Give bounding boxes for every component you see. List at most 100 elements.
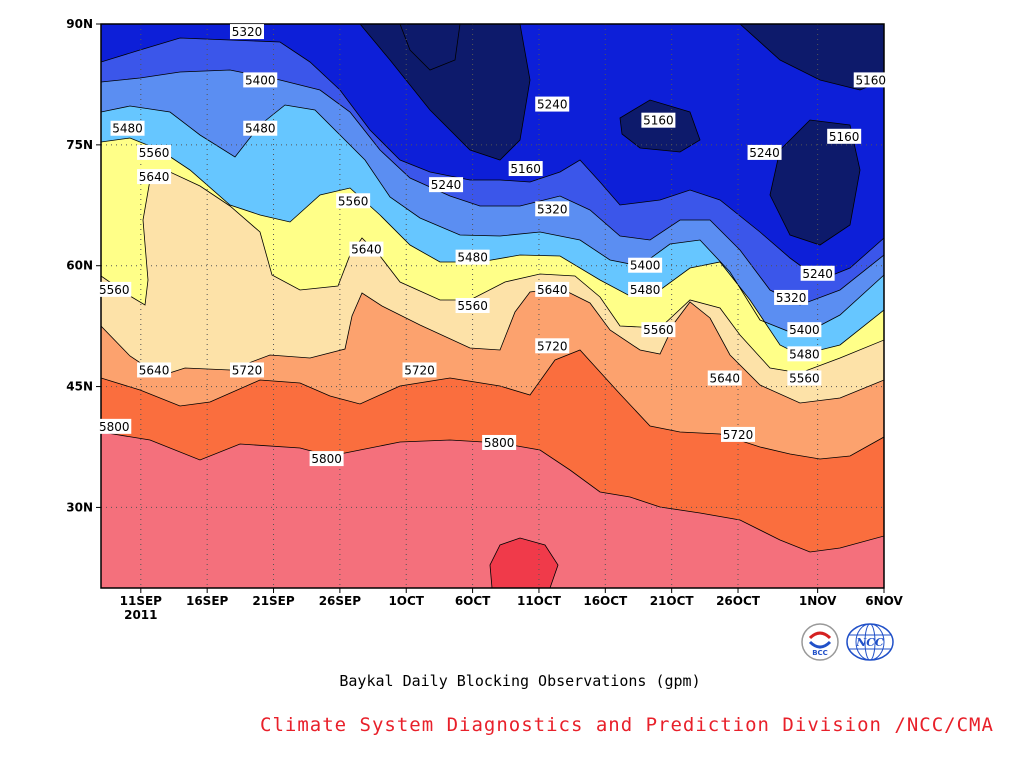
contour-label: 5640: [137, 169, 172, 185]
contour-label: 5800: [482, 434, 517, 450]
contour-label-text: 5640: [351, 243, 382, 257]
contour-line-5800: [101, 431, 884, 588]
contour-label-text: 5160: [510, 162, 541, 176]
contour-label-text: 5560: [139, 146, 170, 160]
contour-label-text: 5480: [245, 122, 276, 136]
contour-label: 5640: [707, 370, 742, 386]
grid-lines: [101, 24, 884, 588]
contour-core-line-0: [359, 24, 531, 161]
y-axis: 90N 75N 60N 45N 30N: [66, 17, 101, 514]
contour-label-text: 5480: [630, 283, 661, 297]
contour-label-text: 5240: [537, 98, 568, 112]
y-tick-label: 75N: [66, 138, 93, 152]
x-tick-label: 21SEP: [252, 594, 295, 608]
contour-label: 5560: [787, 370, 822, 386]
y-tick-label: 90N: [66, 17, 93, 31]
contour-label: 5240: [535, 96, 570, 112]
contour-labels: 5320 5400 5160 5240 5160 5480 5480 5160 5560 5240…: [97, 24, 888, 467]
bcc-logo-text: BCC: [812, 649, 828, 657]
contour-label: 5640: [349, 241, 384, 257]
contour-label: 5160: [508, 161, 543, 177]
contour-label-text: 5320: [232, 25, 263, 39]
contour-label: 5160: [827, 128, 862, 144]
contour-label: 5560: [641, 322, 676, 338]
contour-label: 5320: [535, 201, 570, 217]
contour-label-text: 5640: [709, 372, 740, 386]
contour-label-text: 5480: [112, 122, 143, 136]
contour-label: 5400: [628, 257, 663, 273]
contour-label-text: 5160: [643, 114, 674, 128]
contour-label-text: 5560: [457, 299, 488, 313]
credit-line: Climate System Diagnostics and Predictio…: [260, 714, 994, 736]
chart-title: Baykal Daily Blocking Observations (gpm): [339, 672, 701, 690]
contour-label: 5720: [721, 426, 756, 442]
contour-label-text: 5800: [484, 436, 515, 450]
contour-label-text: 5400: [789, 323, 820, 337]
band-core-4: [770, 120, 860, 245]
contour-label-text: 5560: [99, 283, 130, 297]
y-tick-label: 45N: [66, 380, 93, 394]
contour-label: 5480: [787, 346, 822, 362]
x-tick-label: 6OCT: [455, 594, 491, 608]
y-tick-label: 60N: [66, 259, 93, 273]
contour-line-5320: [101, 69, 884, 588]
contour-label-text: 5800: [99, 420, 130, 434]
contour-label: 5480: [243, 120, 278, 136]
contour-label: 5720: [535, 338, 570, 354]
contour-label: 5240: [429, 177, 464, 193]
contour-label: 5240: [747, 144, 782, 160]
contour-label: 5800: [309, 451, 344, 467]
contour-label-text: 5400: [245, 73, 276, 87]
ncc-logo-text: NCC: [855, 636, 884, 649]
contour-label: 5400: [243, 72, 278, 88]
contour-core-line-2: [619, 99, 701, 153]
contour-label: 5480: [110, 120, 145, 136]
contour-label: 5640: [535, 281, 570, 297]
contour-label: 5160: [641, 112, 676, 128]
ncc-logo: NCC: [846, 623, 894, 661]
contour-line-5880: [489, 537, 559, 588]
x-tick-label: 11SEP: [120, 594, 163, 608]
contour-label: 5640: [137, 362, 172, 378]
contour-label: 5720: [402, 362, 437, 378]
contour-label: 5560: [97, 281, 132, 297]
contour-label: 5480: [628, 281, 663, 297]
contour-core-line-1: [399, 24, 461, 71]
contour-label-text: 5720: [232, 363, 263, 377]
contour-label-text: 5640: [139, 170, 170, 184]
x-year-label: 2011: [124, 608, 157, 622]
y-tick-label: 30N: [66, 500, 93, 514]
contour-label-text: 5320: [776, 291, 807, 305]
plot-frame: [100, 23, 885, 589]
contour-core-line-3: [739, 24, 884, 91]
contour-label-text: 5720: [723, 428, 754, 442]
x-tick-label: 6NOV: [865, 594, 903, 608]
x-tick-label: 1NOV: [799, 594, 837, 608]
contour-line-5720: [101, 349, 884, 588]
contour-line-5240: [101, 37, 884, 588]
contour-label: 5560: [137, 144, 172, 160]
contour-label-text: 5160: [829, 130, 860, 144]
x-tick-label: 16SEP: [186, 594, 229, 608]
contour-fills: [101, 24, 884, 588]
contour-label-text: 5480: [789, 347, 820, 361]
logos: BCC NCC: [801, 623, 894, 661]
x-tick-label: 26SEP: [319, 594, 362, 608]
x-axis: 11SEP 16SEP 21SEP 26SEP 1OCT 6OCT 11OCT 16OCT 21…: [120, 588, 903, 622]
contour-label-text: 5240: [802, 267, 833, 281]
contour-label-text: 5320: [537, 202, 568, 216]
contour-label-text: 5560: [338, 194, 369, 208]
x-tick-label: 26OCT: [716, 594, 761, 608]
band-5880: [490, 538, 558, 588]
band-core-0: [360, 24, 530, 160]
contour-label-text: 5160: [855, 73, 886, 87]
contour-label-text: 5240: [431, 178, 462, 192]
contour-label: 5800: [97, 418, 132, 434]
contour-core-line-4: [769, 119, 861, 246]
bcc-logo: BCC: [801, 623, 839, 661]
contour-label-text: 5560: [643, 323, 674, 337]
contour-label-text: 5640: [537, 283, 568, 297]
contour-label: 5480: [455, 249, 490, 265]
contour-label: 5240: [800, 265, 835, 281]
